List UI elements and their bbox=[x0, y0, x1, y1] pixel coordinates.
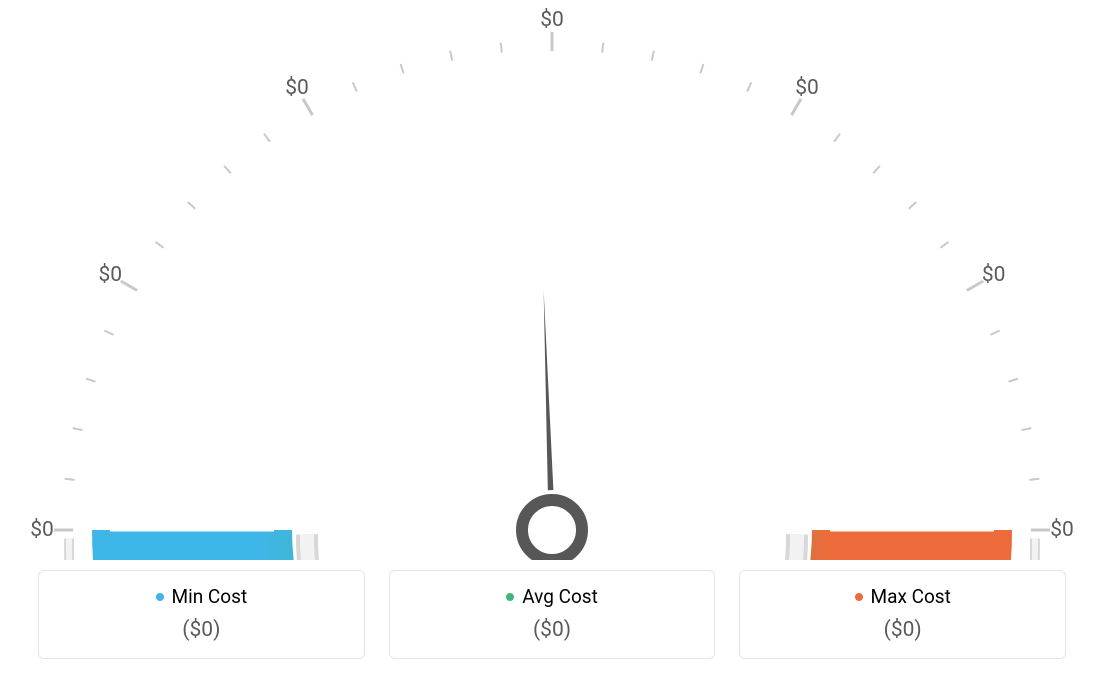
scale-label: $0 bbox=[1050, 518, 1074, 542]
scale-label: $0 bbox=[285, 76, 309, 100]
scale-label: $0 bbox=[540, 8, 564, 32]
legend-box-min: Min Cost ($0) bbox=[38, 570, 365, 659]
gauge-area: $0 $0 $0 $0 $0 $0 $0 bbox=[0, 0, 1104, 560]
legend-label-max: Max Cost bbox=[855, 585, 951, 608]
legend-box-max: Max Cost ($0) bbox=[739, 570, 1066, 659]
legend-label-min: Min Cost bbox=[156, 585, 248, 608]
gauge-cost-chart: $0 $0 $0 $0 $0 $0 $0 Min Cost ($0) Avg Cost ($… bbox=[0, 0, 1104, 690]
scale-label: $0 bbox=[99, 263, 123, 287]
legend-text-min: Min Cost bbox=[172, 585, 248, 608]
legend-box-avg: Avg Cost ($0) bbox=[389, 570, 716, 659]
gauge-svg bbox=[0, 0, 1104, 560]
scale-label: $0 bbox=[982, 263, 1006, 287]
legend-row: Min Cost ($0) Avg Cost ($0) Max Cost ($0… bbox=[0, 560, 1104, 659]
legend-label-avg: Avg Cost bbox=[506, 585, 598, 608]
legend-dot-avg bbox=[506, 593, 514, 601]
legend-value-min: ($0) bbox=[49, 618, 354, 642]
scale-label: $0 bbox=[795, 76, 819, 100]
legend-dot-max bbox=[855, 593, 863, 601]
legend-text-max: Max Cost bbox=[871, 585, 951, 608]
legend-value-avg: ($0) bbox=[400, 618, 705, 642]
legend-value-max: ($0) bbox=[750, 618, 1055, 642]
scale-label: $0 bbox=[30, 518, 54, 542]
legend-dot-min bbox=[156, 593, 164, 601]
legend-text-avg: Avg Cost bbox=[522, 585, 598, 608]
